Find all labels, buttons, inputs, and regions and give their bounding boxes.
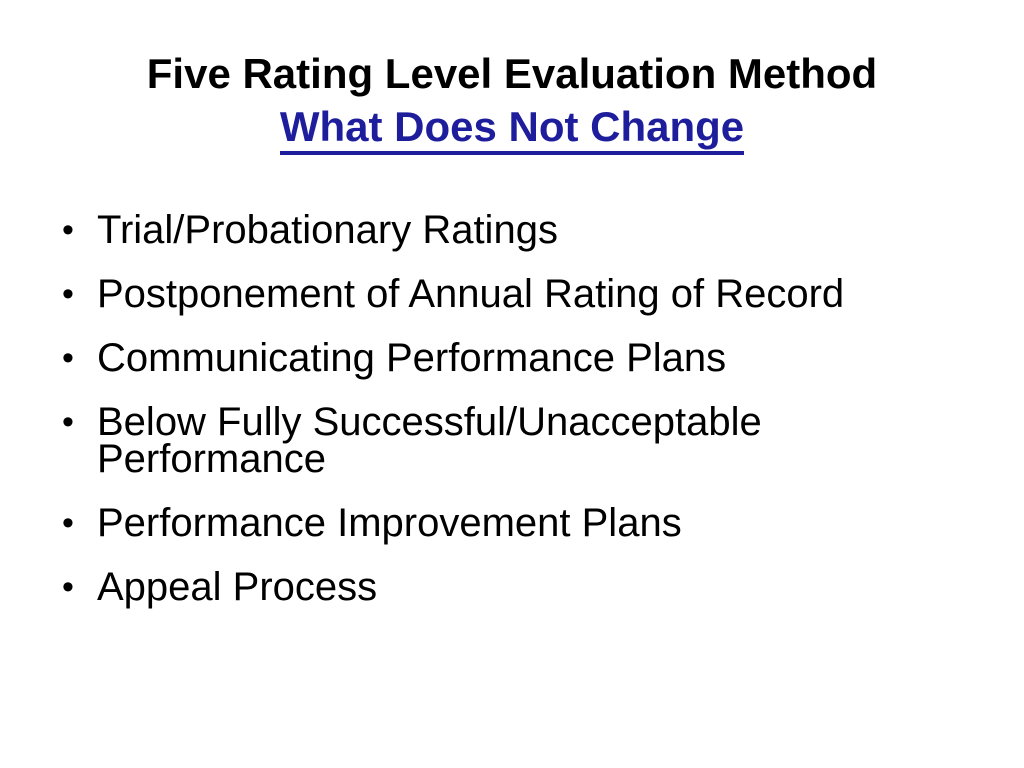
subtitle-link[interactable]: What Does Not Change [279,103,745,155]
bullet-item-text: Performance Improvement Plans [97,501,682,545]
bullet-list: • Trial/Probationary Ratings • Postponem… [62,208,894,609]
bullet-item-text: Trial/Probationary Ratings [97,208,558,252]
list-item: • Communicating Performance Plans [62,336,894,380]
bullet-item-text: Postponement of Annual Rating of Record [97,272,845,316]
bullet-icon: • [62,339,74,377]
bullet-icon: • [62,568,74,606]
slide-header: Five Rating Level Evaluation Method What… [0,0,1024,155]
list-item: • Appeal Process [62,565,894,609]
bullet-icon: • [62,275,74,313]
bullet-item-text: Appeal Process [97,565,378,609]
list-item: • Postponement of Annual Rating of Recor… [62,272,894,316]
list-item: • Performance Improvement Plans [62,501,894,545]
bullet-item-text: Below Fully Successful/Unacceptable Perf… [97,400,762,481]
bullet-icon: • [62,504,74,542]
bullet-icon: • [62,211,74,249]
list-item: • Below Fully Successful/Unacceptable Pe… [62,400,894,481]
slide-subtitle: What Does Not Change [0,100,1024,155]
bullet-icon: • [62,403,74,441]
list-item: • Trial/Probationary Ratings [62,208,894,252]
slide-title: Five Rating Level Evaluation Method [146,50,878,97]
bullet-item-text: Communicating Performance Plans [97,336,727,380]
